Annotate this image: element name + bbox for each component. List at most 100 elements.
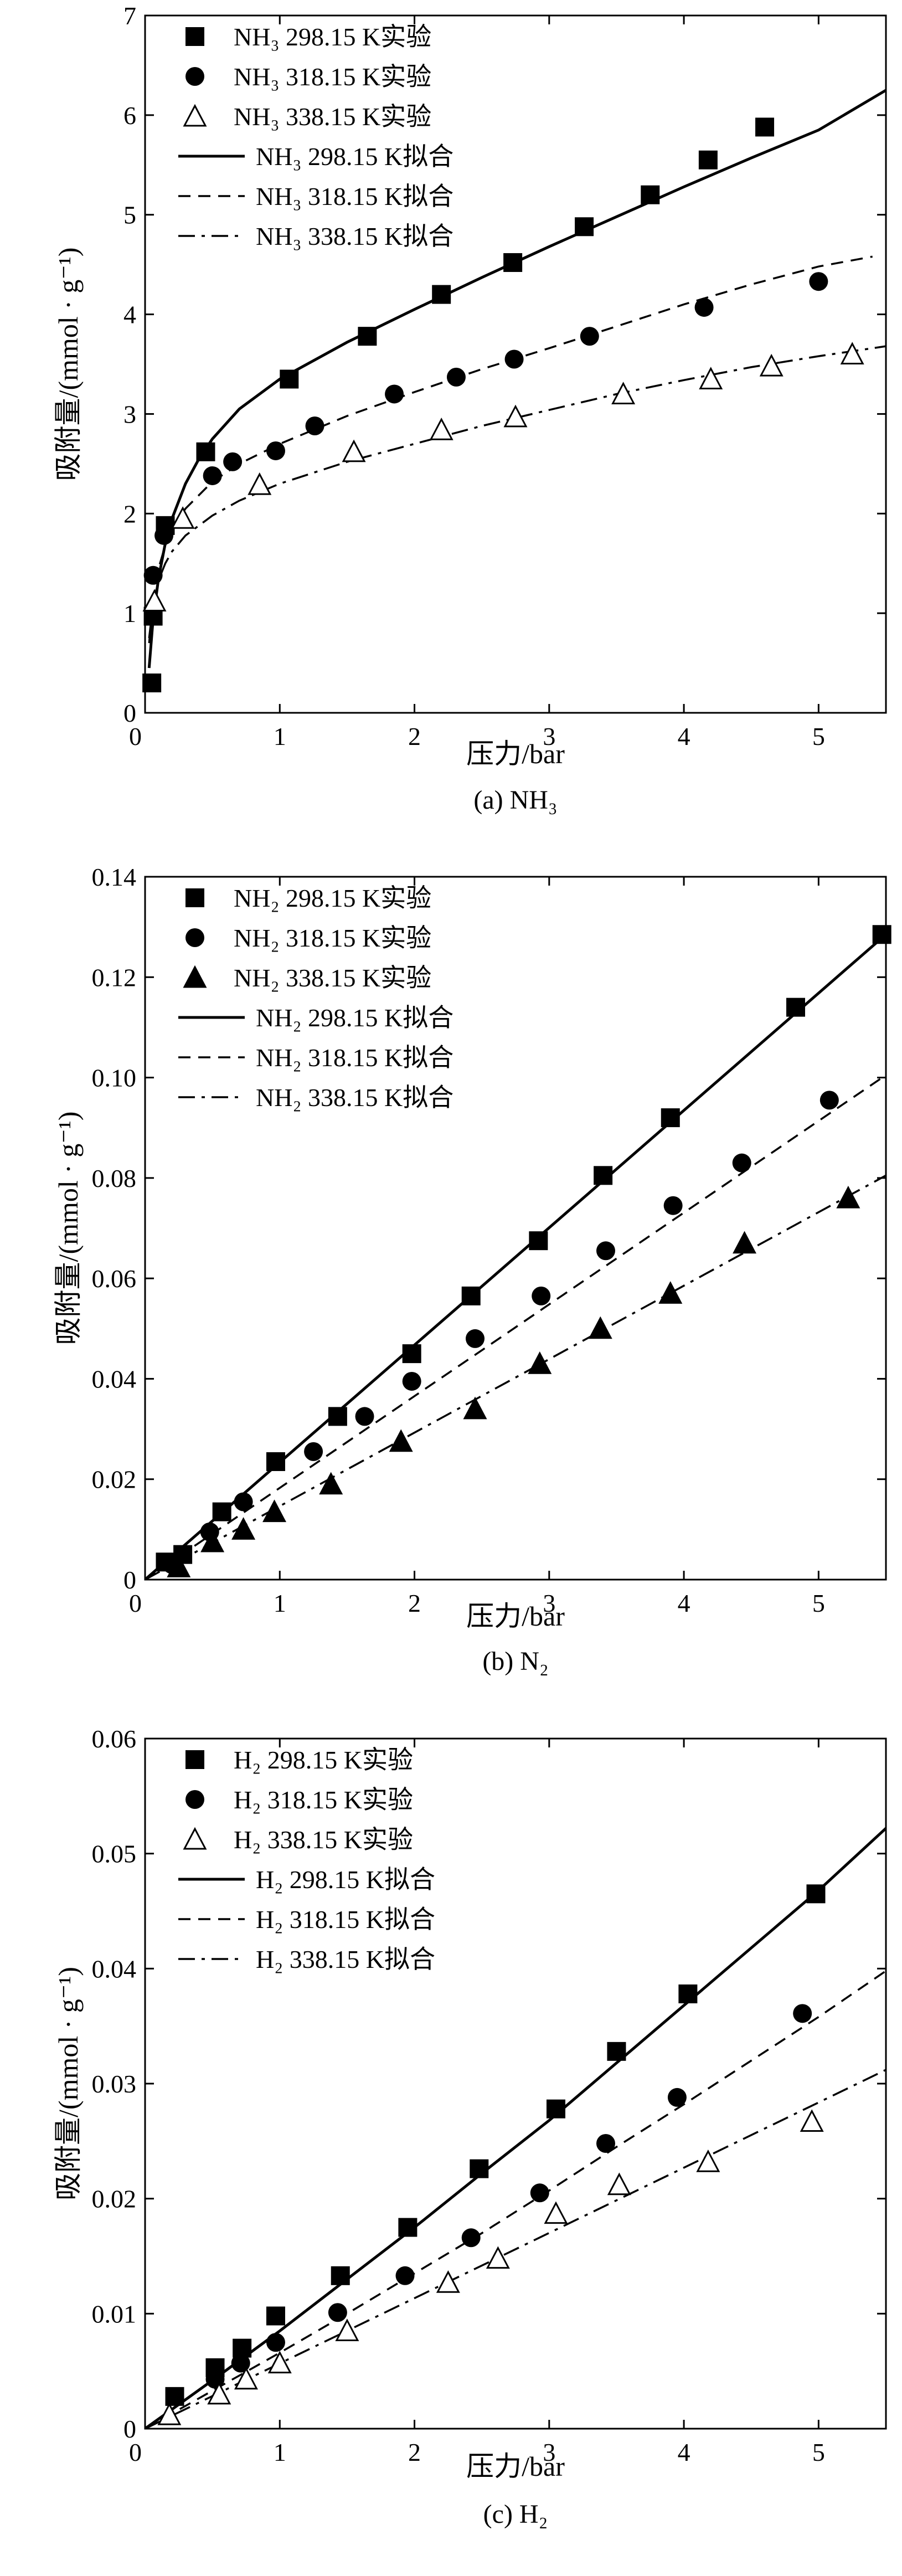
data-point (248, 472, 272, 495)
x-tick-label: 0 (129, 1589, 142, 1617)
legend-label: NH₃ 338.15 K拟合 (256, 222, 453, 250)
data-point (223, 452, 243, 471)
data-point (786, 998, 806, 1017)
panel-caption: (c) H₂ (483, 2500, 548, 2529)
series-points-2 (162, 1091, 839, 1574)
data-point (529, 1231, 548, 1251)
data-point (266, 2306, 285, 2326)
y-tick-label: 4 (123, 301, 136, 329)
legend-marker (183, 104, 207, 127)
data-point (328, 2303, 347, 2322)
data-point (806, 1884, 826, 1904)
data-point (872, 925, 891, 944)
legend-label: NH₃ 318.15 K实验 (234, 63, 431, 91)
y-tick-label: 2 (123, 500, 136, 528)
y-tick-label: 0.01 (92, 2300, 137, 2328)
legend-label: NH₃ 338.15 K实验 (234, 102, 431, 131)
data-point (402, 1344, 421, 1364)
x-axis-title: 压力/bar (466, 1601, 565, 1632)
data-point (335, 2318, 359, 2341)
data-point (661, 1108, 680, 1128)
legend-label: NH₂ 338.15 K实验 (234, 964, 431, 992)
data-point (580, 327, 599, 346)
data-point (694, 297, 714, 317)
data-point (486, 2246, 510, 2269)
data-point (678, 1984, 698, 2004)
y-tick-label: 3 (123, 400, 136, 428)
data-point (267, 2351, 292, 2374)
data-point (607, 2042, 626, 2061)
y-tick-label: 0.02 (92, 2185, 137, 2213)
legend-marker (185, 888, 204, 907)
y-tick-label: 0 (123, 1566, 136, 1594)
x-tick-label: 2 (408, 2438, 421, 2466)
data-point (305, 417, 324, 436)
plot-frame (144, 14, 887, 714)
data-point (266, 441, 285, 460)
data-point (699, 367, 723, 389)
x-tick-label: 2 (408, 1589, 421, 1617)
data-point (231, 2353, 250, 2373)
legend-marker (185, 1750, 204, 1769)
data-point (436, 2270, 460, 2293)
data-point (470, 2159, 489, 2178)
data-point (429, 417, 453, 440)
legend-label: NH₃ 298.15 K拟合 (256, 142, 453, 171)
x-tick-label: 0 (129, 722, 142, 750)
data-point (266, 1452, 285, 1471)
data-point (663, 1196, 683, 1215)
y-tick-label: 0.05 (92, 1840, 137, 1868)
legend-label: H₂ 298.15 K实验 (234, 1746, 413, 1774)
series-points-3 (167, 1185, 860, 1577)
legend: NH₃ 298.15 K实验 NH₃ 318.15 K实验 NH₃ 338.15 K… (178, 23, 453, 250)
data-point (262, 1499, 287, 1523)
y-axis-title: 吸附量/(mmol · g⁻¹) (53, 1967, 84, 2200)
legend-label: H₂ 298.15 K拟合 (256, 1865, 435, 1894)
data-point (667, 2087, 687, 2107)
x-axis-title: 压力/bar (466, 2451, 565, 2482)
fit-line-2 (145, 1970, 886, 2429)
data-point (342, 439, 366, 462)
x-axis-title: 压力/bar (466, 738, 565, 769)
series-points-2 (205, 2004, 812, 2389)
y-tick-label: 6 (123, 101, 136, 130)
y-tick-label: 0.06 (92, 1725, 137, 1753)
data-point (528, 1351, 552, 1374)
data-point (280, 369, 299, 389)
data-point (698, 150, 718, 169)
series-points-2 (143, 272, 828, 585)
data-point (446, 367, 466, 387)
data-point (389, 1429, 413, 1452)
data-point (395, 2266, 415, 2285)
x-tick-label: 3 (543, 722, 555, 750)
legend: NH₂ 298.15 K实验 NH₂ 318.15 K实验 NH₂ 338.15 K… (178, 884, 453, 1112)
legend-label: H₂ 338.15 K拟合 (256, 1945, 435, 1973)
x-tick-label: 4 (678, 2438, 690, 2466)
legend-marker (185, 27, 204, 46)
legend-label: NH₃ 298.15 K实验 (234, 23, 431, 51)
y-tick-label: 0 (123, 699, 136, 727)
data-point (596, 2133, 615, 2153)
data-point (503, 253, 523, 272)
y-tick-label: 0.10 (92, 1064, 137, 1092)
x-tick-label: 2 (408, 722, 421, 750)
fit-line-1 (145, 933, 886, 1580)
legend-label: NH₂ 298.15 K实验 (234, 884, 431, 912)
y-tick-label: 0.14 (92, 863, 137, 891)
plot-frame (144, 876, 887, 1581)
data-point (355, 1407, 374, 1426)
data-point (461, 1286, 481, 1305)
legend-label: NH₂ 318.15 K拟合 (256, 1043, 453, 1072)
x-tick-label: 5 (812, 1589, 825, 1617)
fit-line-3 (145, 2069, 886, 2429)
data-point (432, 285, 451, 304)
data-point (544, 2201, 568, 2224)
data-point (143, 565, 163, 585)
data-point (142, 589, 167, 612)
y-tick-label: 0 (123, 2415, 136, 2443)
fit-line-3 (145, 1174, 886, 1580)
data-point (532, 1286, 551, 1305)
legend-label: NH₃ 318.15 K拟合 (256, 182, 453, 210)
